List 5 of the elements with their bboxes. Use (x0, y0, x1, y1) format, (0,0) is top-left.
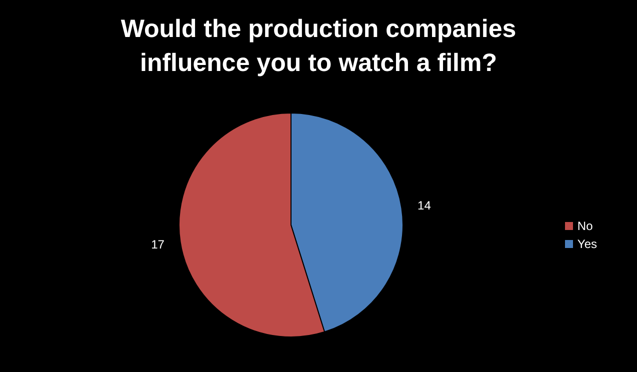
data-label: 17 (151, 237, 165, 252)
data-label: 14 (418, 198, 432, 213)
chart-title: Would the production companies influence you to watch a film? (120, 14, 518, 79)
legend-label: No (577, 219, 593, 233)
legend-label: Yes (577, 237, 597, 251)
